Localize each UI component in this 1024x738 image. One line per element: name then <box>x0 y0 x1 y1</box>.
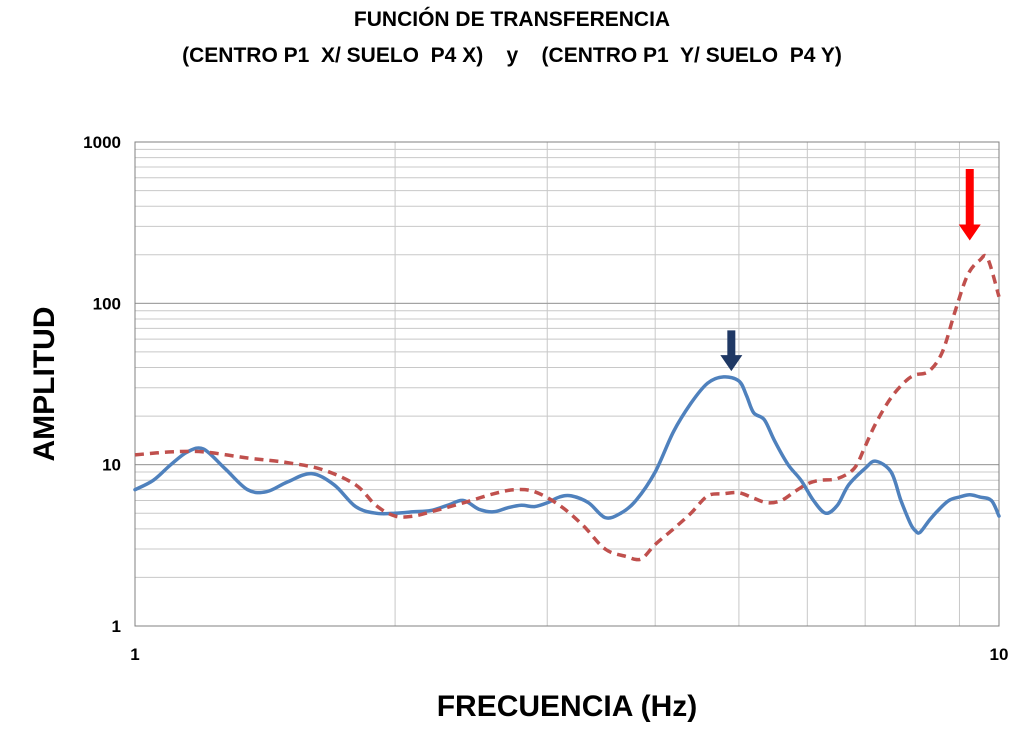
chart-title: FUNCIÓN DE TRANSFERENCIA <box>353 8 671 31</box>
y-tick-label: 1000 <box>83 133 121 152</box>
chart-subtitle: (CENTRO P1 X/ SUELO P4 X) y (CENTRO P1 Y… <box>182 44 842 67</box>
blue-down-arrow-icon <box>720 330 743 372</box>
y-tick-label: 1 <box>112 617 121 636</box>
tick-labels: 1 10 100 1000 1 10 <box>83 133 1008 664</box>
series-group <box>133 253 1001 562</box>
annotation-arrows <box>720 169 981 372</box>
grid <box>134 141 1000 627</box>
y-axis-label: AMPLITUD <box>28 307 61 462</box>
plot-area <box>134 141 1000 627</box>
x-tick-label: 10 <box>990 645 1009 664</box>
y-tick-label: 100 <box>93 294 121 313</box>
series-dashed-line <box>134 253 1001 562</box>
series-solid-line <box>133 375 1001 535</box>
red-down-arrow-icon <box>958 169 981 241</box>
x-axis-label: FRECUENCIA (Hz) <box>437 690 698 723</box>
x-tick-label: 1 <box>130 645 139 664</box>
y-tick-label: 10 <box>102 456 121 475</box>
